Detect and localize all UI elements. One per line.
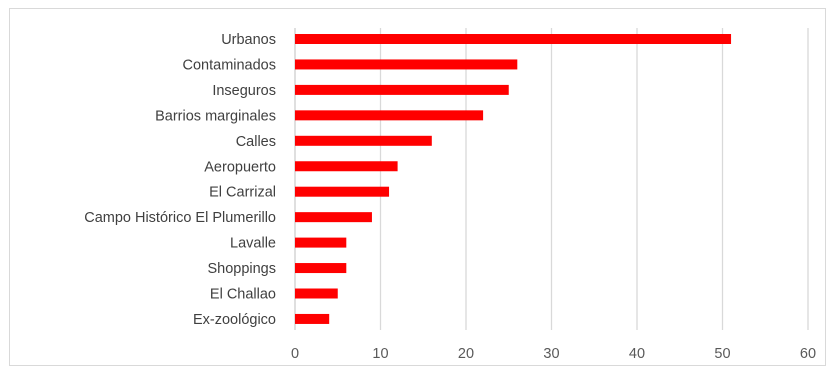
bar [295,84,509,95]
category-labels: Urbanos Contaminados Inseguros Barrios marg… [84,32,276,328]
bar [295,263,347,274]
x-tick-label: 20 [458,346,474,362]
bars [295,34,732,324]
bar [295,59,518,70]
bar [295,237,347,248]
bar [295,161,398,172]
x-tick-label: 30 [543,346,559,362]
bar [295,186,390,197]
gridlines [294,28,809,330]
x-tick-label: 10 [372,346,388,362]
category-label: Aeropuerto [204,159,276,175]
x-tick-label: 60 [800,346,816,362]
x-tick-label: 0 [291,346,299,362]
category-label: El Carrizal [209,185,276,201]
category-label: Ex-zoológico [193,312,276,328]
x-tick-labels: 0 10 20 30 40 50 60 [291,346,816,362]
category-label: Shoppings [207,261,276,277]
bar [295,34,732,44]
bar [295,212,372,223]
x-tick-label: 40 [629,346,645,362]
category-label: Lavalle [230,236,276,252]
category-label: Urbanos [221,32,276,48]
category-label: El Challao [210,287,276,303]
category-label: Barrios marginales [155,108,276,124]
bar [295,110,484,121]
category-label: Inseguros [212,83,276,99]
bar [295,135,432,146]
bar [295,313,330,324]
x-tick-label: 50 [714,346,730,362]
category-label: Calles [236,134,276,150]
bar [295,288,338,299]
category-label: Campo Histórico El Plumerillo [84,210,276,226]
category-label: Contaminados [183,57,277,73]
